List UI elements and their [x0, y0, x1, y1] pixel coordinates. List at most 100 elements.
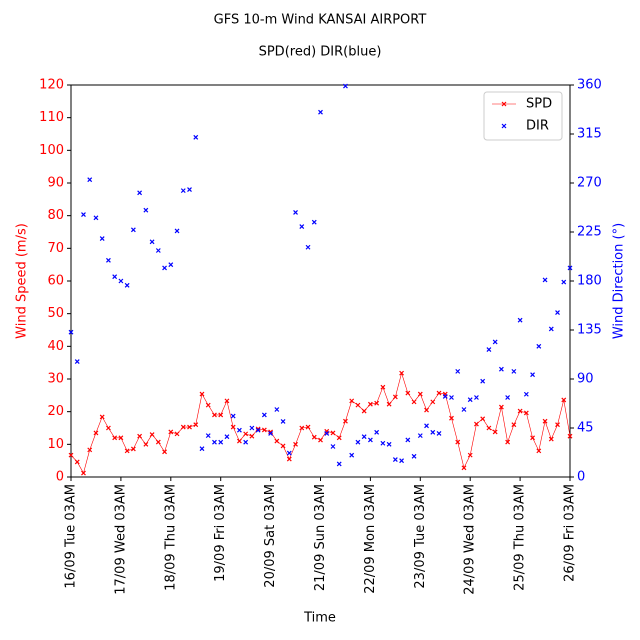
spd-marker: [555, 422, 560, 428]
y-tick-label: 30: [47, 372, 64, 387]
dir-marker: [81, 212, 86, 218]
spd-marker: [424, 407, 429, 413]
dir-marker: [324, 431, 330, 436]
chart-title: GFS 10-m Wind KANSAI AIRPORT: [214, 13, 427, 28]
spd-marker: [392, 394, 398, 400]
spd-marker: [249, 433, 255, 439]
spd-marker: [293, 441, 298, 447]
dir-marker: [530, 372, 535, 378]
x-tick-label: 20/09 Sat 03AM: [263, 484, 278, 588]
dir-marker: [112, 274, 118, 280]
spd-marker: [318, 437, 323, 443]
spd-marker: [68, 452, 74, 458]
y2-tick-label: 225: [577, 225, 602, 240]
dir-marker: [430, 429, 436, 435]
dir-marker: [93, 215, 99, 221]
dir-marker: [367, 437, 373, 443]
y2-axis-label: Wind Direction (°): [612, 223, 627, 339]
dir-marker: [392, 457, 398, 463]
dir-marker: [305, 244, 311, 250]
dir-marker: [143, 207, 149, 213]
dir-marker: [561, 279, 567, 285]
spd-marker: [174, 431, 180, 437]
dir-marker: [236, 427, 242, 433]
spd-marker: [567, 433, 573, 439]
dir-marker: [386, 441, 392, 447]
spd-marker: [224, 398, 230, 404]
dir-marker: [417, 433, 423, 439]
dir-marker: [87, 177, 93, 183]
spd-marker: [561, 397, 567, 403]
spd-marker: [417, 391, 423, 397]
spd-marker: [236, 438, 242, 444]
spd-marker: [405, 390, 411, 396]
dir-marker: [205, 433, 211, 439]
dir-marker: [505, 395, 511, 400]
dir-marker: [274, 407, 280, 412]
spd-marker: [93, 430, 99, 436]
dir-marker: [555, 310, 560, 316]
spd-marker: [81, 470, 86, 476]
dir-marker: [187, 187, 192, 192]
dir-marker: [243, 439, 249, 445]
dir-marker: [480, 378, 486, 384]
spd-marker: [505, 439, 511, 445]
dir-marker: [180, 188, 186, 194]
dir-marker: [343, 83, 348, 89]
dir-marker: [542, 277, 548, 283]
dir-marker: [374, 429, 380, 435]
spd-marker: [530, 435, 535, 441]
dir-marker: [492, 339, 498, 345]
spd-marker: [106, 425, 111, 431]
y-tick-label: 50: [47, 306, 64, 321]
dir-marker: [268, 431, 274, 436]
spd-marker: [330, 430, 336, 436]
spd-marker: [118, 435, 124, 441]
spd-marker: [548, 436, 554, 442]
dir-marker: [149, 239, 155, 245]
dir-marker: [336, 461, 342, 467]
dir-marker: [280, 419, 286, 424]
y2-tick-label: 360: [577, 78, 602, 93]
dir-marker: [349, 452, 355, 458]
y-tick-label: 10: [47, 437, 64, 452]
dir-marker: [517, 317, 523, 323]
spd-marker: [74, 459, 80, 465]
spd-marker: [280, 443, 286, 449]
spd-marker: [124, 448, 130, 454]
dir-marker: [436, 431, 442, 436]
dir-marker: [355, 439, 361, 445]
legend-marker: [501, 123, 507, 129]
y-tick-label: 110: [39, 110, 64, 125]
dir-marker: [118, 278, 124, 284]
spd-marker: [199, 391, 205, 397]
dir-marker: [261, 412, 267, 418]
dir-marker: [486, 347, 492, 353]
dir-marker: [130, 227, 136, 233]
dir-marker: [293, 209, 298, 215]
spd-marker: [436, 390, 442, 396]
x-tick-label: 25/09 Thu 03AM: [513, 484, 528, 591]
spd-marker: [205, 402, 211, 408]
spd-marker: [112, 435, 118, 441]
spd-marker: [449, 415, 454, 421]
dir-marker: [230, 413, 236, 419]
spd-marker: [492, 429, 498, 435]
dir-marker: [199, 446, 205, 452]
spd-marker: [99, 414, 105, 420]
spd-marker: [137, 433, 143, 439]
spd-marker: [343, 418, 348, 424]
spd-marker: [168, 429, 174, 435]
dir-marker: [224, 434, 230, 440]
spd-marker: [380, 384, 386, 390]
x-tick-label: 16/09 Tue 03AM: [64, 484, 79, 589]
x-tick-label: 18/09 Thu 03AM: [163, 484, 178, 591]
spd-marker: [517, 408, 523, 414]
y-tick-label: 100: [39, 143, 64, 158]
dir-marker: [467, 397, 473, 403]
dir-marker: [193, 134, 199, 140]
y-tick-label: 0: [56, 470, 64, 485]
dir-marker: [249, 425, 255, 431]
spd-marker: [455, 439, 461, 445]
y-tick-label: 40: [47, 339, 64, 354]
